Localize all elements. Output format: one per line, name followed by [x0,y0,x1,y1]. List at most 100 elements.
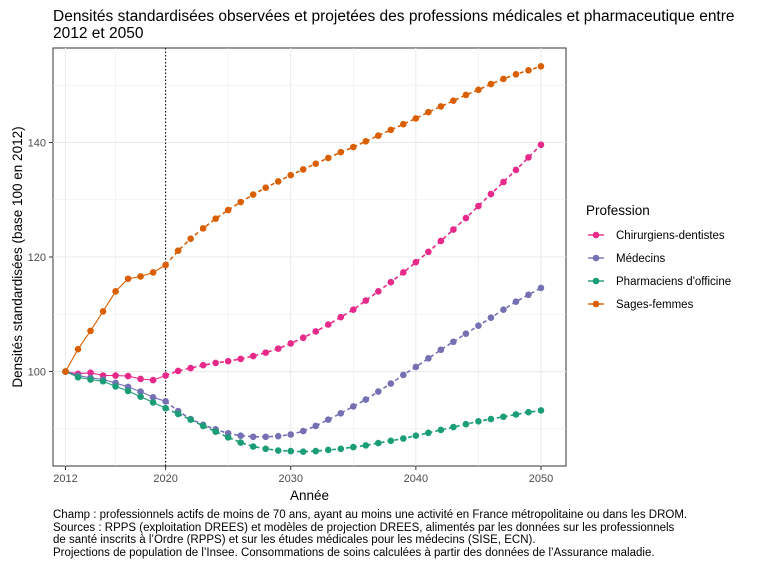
data-point [475,322,482,330]
data-point [324,321,332,328]
data-point [187,416,194,423]
data-point [337,410,345,417]
data-point [462,330,470,338]
data-point [137,375,144,383]
data-point [199,225,207,232]
data-point [437,346,445,354]
data-point [74,373,82,381]
data-point [299,448,307,455]
data-point [349,403,357,410]
data-point [450,226,457,233]
data-point [400,269,407,276]
data-point [137,273,144,280]
data-point [425,248,432,256]
data-point [249,433,257,441]
caption-line: Sources : RPPS (exploitation DREES) et m… [53,521,675,534]
chart-svg: 100 120 140 2012 2020 2030 2040 2050 Année Dens… [10,47,731,503]
caption: Champ : professionnels actifs de moins d… [53,509,753,559]
data-point [437,426,445,434]
data-point [337,445,345,453]
x-tick-label: 2040 [404,473,428,485]
data-point [324,416,332,423]
data-point [237,439,244,446]
data-point [187,364,194,372]
data-point [362,138,370,145]
y-tick-label: 140 [28,137,46,149]
series-m-decins [62,284,545,441]
data-point [400,435,407,442]
series-layer [62,63,545,455]
data-point [149,269,157,276]
data-point [199,361,207,369]
x-tick-label: 2020 [153,473,177,485]
data-point [212,428,219,435]
legend-label: Pharmaciens d'officine [616,276,731,288]
data-point [162,261,169,269]
legend: Profession Chirurgiens-dentistes Médecins… [586,203,731,311]
data-point [174,247,182,255]
data-point [312,328,320,335]
data-point [462,420,470,428]
data-point [324,154,332,162]
data-point [337,313,345,321]
data-point [274,345,282,352]
data-point [437,103,445,110]
y-axis-title: Densités standardisées (base 100 en 2012… [10,126,25,387]
data-point [512,71,520,78]
legend-label: Sages-femmes [616,299,694,311]
data-point [237,355,244,363]
data-point [487,314,495,321]
legend-key-point [592,277,600,285]
x-axis-title: Année [290,488,329,503]
data-point [112,372,119,379]
data-point [149,376,157,384]
data-point [375,132,382,139]
data-point [462,91,470,99]
caption-line: de santé inscrits à l’Ordre (RPPS) et su… [53,534,536,547]
data-point [287,447,295,455]
data-point [87,376,94,383]
legend-title: Profession [586,203,650,218]
data-point [425,355,432,362]
data-point [262,433,270,441]
data-point [299,334,307,342]
data-point [99,377,107,385]
data-point [249,352,257,360]
data-point [87,327,94,335]
legend-item: Médecins [588,253,665,265]
data-point [124,275,132,283]
data-point [249,191,257,198]
data-point [375,439,382,447]
x-tick-label: 2050 [529,473,553,485]
data-point [99,308,107,315]
data-point [412,258,420,266]
data-point [324,446,332,454]
data-point [500,178,507,186]
data-point [74,345,82,353]
legend-key-point [592,254,600,262]
data-point [137,388,144,395]
data-point [187,235,194,242]
x-tick-label: 2012 [53,473,77,485]
data-point [124,387,132,395]
data-point [112,383,119,390]
data-point [299,427,307,435]
data-point [525,154,532,161]
data-point [437,237,445,245]
data-point [500,413,507,421]
data-point [274,447,282,454]
data-point [224,357,232,365]
data-point [312,422,320,430]
data-point [62,368,69,375]
data-point [149,399,157,406]
data-point [224,434,232,441]
series-sages-femmes [62,63,545,375]
data-point [137,393,144,401]
data-point [87,369,94,376]
data-point [525,408,532,416]
data-point [425,108,432,116]
data-point [500,306,507,313]
data-point [475,418,482,425]
data-point [287,171,295,179]
data-point [475,86,482,94]
